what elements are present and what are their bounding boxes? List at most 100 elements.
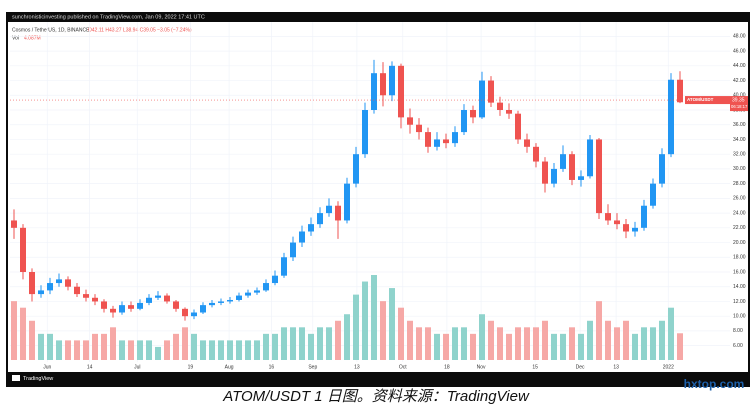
volume-bar: [281, 327, 287, 360]
volume-bar: [335, 320, 341, 360]
price-label-box: [685, 96, 730, 105]
x-tick-label: 16: [269, 364, 275, 370]
candle-body: [479, 80, 485, 118]
volume-value: 4.087M: [24, 35, 41, 41]
volume-bar: [650, 327, 656, 360]
y-tick-label: 34.00: [733, 137, 746, 143]
volume-bar: [20, 307, 26, 360]
y-tick-label: 18.00: [733, 255, 746, 261]
candle-body: [56, 279, 62, 284]
volume-bar: [551, 333, 557, 360]
y-tick-label: 32.00: [733, 152, 746, 158]
candle-body: [443, 139, 449, 144]
volume-bar: [299, 327, 305, 360]
volume-bar: [371, 275, 377, 360]
x-tick-label: 14: [87, 364, 93, 370]
volume-bar: [290, 327, 296, 360]
volume-bar: [254, 340, 260, 360]
candle-body: [101, 301, 107, 309]
volume-bar: [569, 327, 575, 360]
candle-body: [272, 275, 278, 284]
candle-body: [164, 295, 170, 302]
volume-bar: [461, 327, 467, 360]
candle-body: [317, 213, 323, 225]
volume-bar: [668, 307, 674, 360]
volume-bar: [677, 333, 683, 360]
candle-body: [236, 295, 242, 300]
candle-body: [632, 227, 638, 232]
volume-bar: [245, 340, 251, 360]
candle-body: [452, 132, 458, 144]
x-tick-label: 19: [188, 364, 194, 370]
volume-bar: [92, 333, 98, 360]
y-tick-label: 30.00: [733, 166, 746, 172]
candle-body: [524, 139, 530, 147]
candle-body: [578, 176, 584, 180]
candle-body: [137, 302, 143, 309]
volume-bar: [146, 340, 152, 360]
candle-body: [119, 305, 125, 313]
x-tick-label: Sep: [308, 364, 317, 370]
volume-bar: [110, 327, 116, 360]
volume-bar: [443, 333, 449, 360]
volume-bar: [11, 301, 17, 360]
y-tick-label: 42.00: [733, 78, 746, 84]
x-tick-label: Oct: [399, 364, 407, 370]
candle-body: [263, 283, 269, 291]
watermark: hxtop.com: [684, 377, 745, 391]
volume-bar: [236, 340, 242, 360]
price-label: ATOM/USDT: [687, 97, 714, 102]
candle-body: [407, 117, 413, 125]
x-tick-label: 15: [532, 364, 538, 370]
candle-body: [38, 290, 44, 295]
volume-bar: [560, 333, 566, 360]
y-tick-label: 20.00: [733, 240, 746, 246]
candle-body: [587, 139, 593, 177]
candle-body: [254, 290, 260, 293]
x-tick-label: Aug: [225, 364, 234, 370]
volume-bar: [326, 327, 332, 360]
candle-body: [209, 302, 215, 306]
candle-body: [218, 301, 224, 303]
countdown: 06:18:17: [731, 104, 748, 109]
candle-body: [290, 242, 296, 258]
candle-body: [29, 272, 35, 295]
volume-bar: [587, 320, 593, 360]
volume-bar: [533, 327, 539, 360]
volume-bar: [128, 340, 134, 360]
volume-bar: [272, 333, 278, 360]
volume-bar: [632, 333, 638, 360]
candle-body: [200, 305, 206, 313]
volume-bar: [191, 333, 197, 360]
candle-body: [371, 73, 377, 110]
volume-bar: [407, 320, 413, 360]
y-tick-label: 22.00: [733, 225, 746, 231]
candle-body: [299, 231, 305, 243]
candle-body: [83, 294, 89, 298]
candle-body: [128, 305, 134, 309]
candle-body: [362, 110, 368, 155]
candle-body: [155, 295, 161, 298]
volume-bar: [497, 327, 503, 360]
candle-body: [110, 308, 116, 313]
volume-bar: [218, 340, 224, 360]
volume-bar: [74, 340, 80, 360]
caption: ATOM/USDT 1 日图。资料来源：TradingView: [222, 388, 530, 405]
candle-body: [227, 299, 233, 302]
volume-bar: [83, 340, 89, 360]
candle-body: [515, 113, 521, 140]
volume-bar: [434, 333, 440, 360]
candle-body: [92, 297, 98, 302]
volume-label: Vol: [12, 35, 19, 41]
volume-bar: [308, 333, 314, 360]
candle-body: [461, 110, 467, 133]
y-tick-label: 40.00: [733, 93, 746, 99]
ohlc: O42.11 H43.27 L38.94 C39.05 −3.05 (−7.24…: [88, 27, 192, 33]
logo-icon: [12, 375, 20, 381]
volume-bar: [182, 327, 188, 360]
last-price: 39.35: [732, 97, 745, 103]
candle-body: [74, 286, 80, 295]
candle-body: [614, 220, 620, 225]
candle-body: [506, 110, 512, 114]
